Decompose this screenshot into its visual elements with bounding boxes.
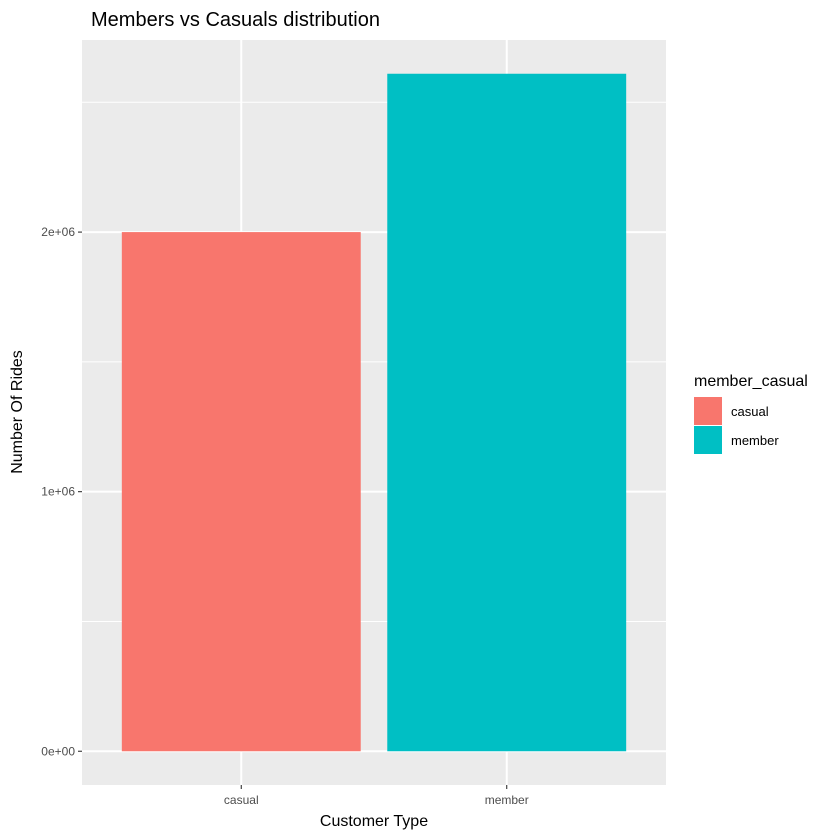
bars [121,73,627,752]
x-axis-title: Customer Type [320,813,428,830]
x-tick-label: member [485,793,529,807]
bar-member [387,73,627,752]
y-tick-label: 1e+06 [41,485,75,499]
legend-key-member [694,426,722,454]
legend-key-casual [694,397,722,425]
legend: member_casual casual member [694,373,808,454]
legend-title: member_casual [694,373,808,390]
bar-casual [121,232,361,752]
y-tick-label: 0e+00 [41,744,75,758]
y-axis: 0e+00 1e+06 2e+06 [41,225,82,758]
legend-label: casual [731,404,769,419]
y-axis-title: Number Of Rides [9,350,26,474]
chart-title: Members vs Casuals distribution [91,9,380,31]
legend-label: member [731,433,779,448]
y-tick-label: 2e+06 [41,225,75,239]
x-axis: casual member [224,785,529,807]
x-tick-label: casual [224,793,259,807]
